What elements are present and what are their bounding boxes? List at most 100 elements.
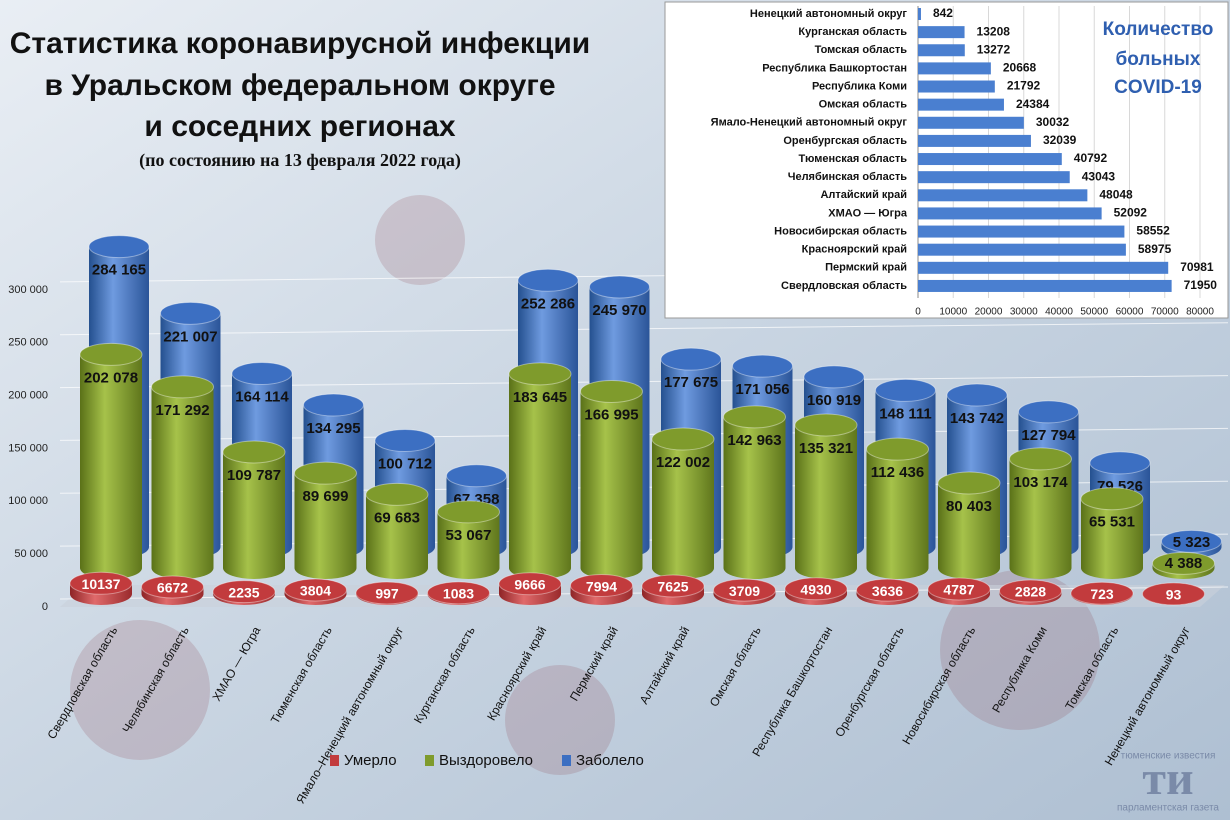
x-tick-label: 40000 [1045,307,1073,318]
value-label: 80 403 [946,498,992,515]
cylinder [80,354,142,568]
cylinder-top [508,362,572,386]
bar [918,207,1102,220]
inset-title: Количество [1103,19,1214,40]
bar [918,134,1031,147]
legend-label: Заболело [576,752,644,769]
cylinder-top [498,572,562,596]
cylinder-top [1009,447,1072,471]
bar [918,98,1004,111]
cylinder-top [732,354,793,378]
value-label: 48048 [1099,187,1133,201]
cylinder [1081,498,1143,568]
x-tick-label: 60000 [1116,307,1144,318]
value-label: 13272 [977,42,1011,56]
value-label: 997 [375,586,399,602]
cylinder-top [999,579,1062,603]
value-label: 53 067 [446,527,492,544]
value-label: 20668 [1003,61,1037,75]
value-label: 13208 [977,24,1011,38]
cylinder-top [927,577,991,601]
y-tick-label: Челябинская область [788,171,908,183]
cylinder [366,494,428,568]
cylinder-top [580,379,643,403]
cylinder-top [794,413,858,437]
cylinder-top [303,393,364,417]
cylinder-top [784,577,848,601]
cylinder-top [1080,487,1144,511]
cylinder-top [355,581,419,605]
value-label: 5 323 [1173,534,1211,551]
cylinder-top [517,268,579,292]
bar [918,80,995,93]
y-tick-label: Республика Коми [812,80,907,92]
legend: Умерло Выздоровело Заболело [330,752,644,769]
bar [918,243,1126,256]
value-label: 7994 [586,578,617,594]
cylinder-top [866,437,929,461]
value-label: 245 970 [592,302,646,319]
cylinder-top [1142,582,1205,606]
cylinder [151,386,214,568]
y-tick-label: Новосибирская область [774,225,907,237]
bar [918,279,1172,292]
cylinder [938,483,1000,568]
cylinder-top [437,500,500,524]
value-label: 6672 [157,580,188,596]
y-tick-label: Ямало-Ненецкий автономный округ [711,117,908,129]
y-tick-label: Свердловская область [781,280,907,292]
cylinder-top [365,482,429,506]
value-label: 58975 [1138,242,1172,256]
value-label: 252 286 [521,295,575,312]
cylinder [1009,458,1072,568]
legend-label: Выздоровело [439,752,533,769]
y-tick-label: Республика Башкортостан [762,62,907,74]
legend-swatch [425,755,434,766]
cylinder-top [427,581,490,605]
cylinder-top [641,574,705,598]
value-label: 166 995 [584,406,638,423]
cylinder-top [1152,551,1215,575]
value-label: 122 002 [656,454,710,471]
cylinder-top [803,365,865,389]
x-tick-label: 70000 [1151,307,1179,318]
brand-top: тюменские известия [1121,751,1216,762]
bar [918,44,965,57]
value-label: 103 174 [1013,474,1068,491]
cylinder-top [79,342,143,366]
y-tick-label: 100 000 [8,495,48,507]
value-label: 30032 [1036,115,1070,129]
bar [918,189,1088,202]
y-tick-label: Томская область [815,44,908,56]
cylinder-top [212,580,276,604]
value-label: 4930 [800,581,831,597]
cylinder [580,391,643,568]
value-label: 65 531 [1089,514,1135,531]
value-label: 21792 [1007,79,1041,93]
cylinder-top [856,578,919,602]
value-label: 160 919 [807,392,861,409]
cylinder [223,451,285,568]
legend-swatch [330,755,339,766]
value-label: 284 165 [92,262,146,279]
bar [918,153,1062,166]
cylinder-top [937,471,1001,495]
cylinder-top [1070,581,1134,605]
bar [918,116,1024,129]
inset-chart: 0 10000 20000 30000 40000 50000 60000 70000 8000… [711,6,1217,318]
y-tick-label: 150 000 [8,442,48,454]
value-label: 58552 [1136,224,1170,238]
value-label: 40792 [1074,151,1108,165]
value-label: 143 742 [950,410,1004,427]
value-label: 127 794 [1021,427,1076,444]
cylinder-top [713,578,776,602]
y-tick-label: Курганская область [798,26,907,38]
value-label: 89 699 [303,488,349,505]
cylinder-top [284,578,347,602]
cylinder-top [69,571,133,595]
bar [918,26,965,39]
cylinder-top [723,405,786,429]
